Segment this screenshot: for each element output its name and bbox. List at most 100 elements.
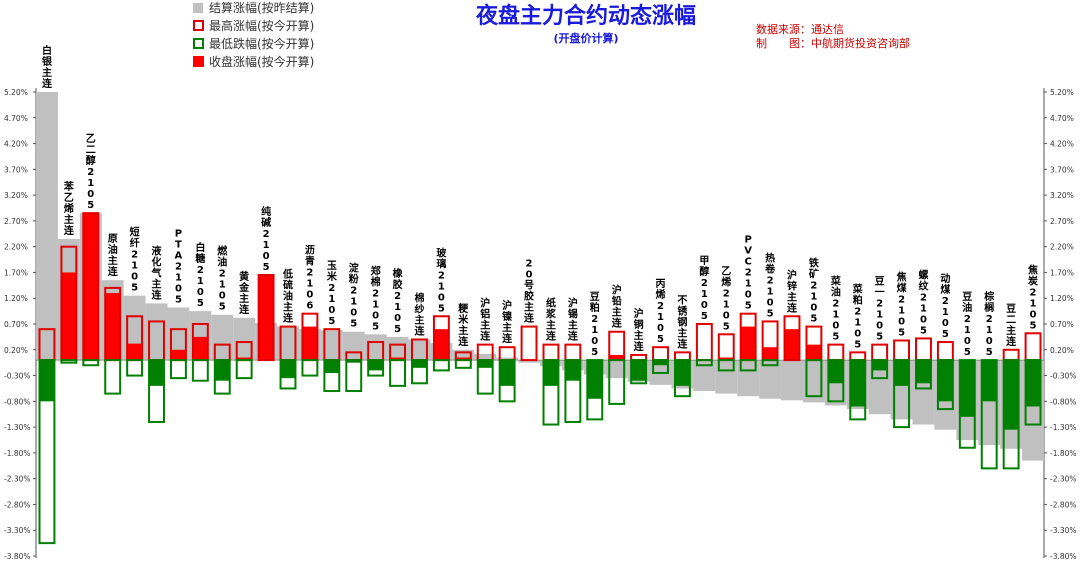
low-bar (827, 359, 845, 403)
low-bar (871, 359, 889, 380)
settle-bar (145, 303, 168, 361)
low-bar (542, 359, 560, 426)
y-tick-label-left: -1.30% (4, 423, 31, 432)
settle-bar (737, 360, 760, 397)
category-label: 燃油 2 1 0 5 (217, 245, 228, 313)
category-label: 液化气主连 (151, 244, 163, 301)
close-bar (587, 360, 603, 399)
category-label: 橡胶 2 1 0 5 (393, 267, 403, 335)
low-bar (279, 359, 297, 390)
category-label: 沪铜主连 (634, 307, 645, 353)
high-bar (1024, 332, 1042, 362)
settle-bar (781, 360, 803, 401)
settle-bar (233, 317, 256, 361)
category-label: 沪镍主连 (502, 299, 513, 345)
y-tick-label-right: 1.70% (1050, 268, 1074, 277)
settle-bar (802, 360, 825, 403)
low-bar (301, 359, 319, 377)
category-label: 粳米主连 (457, 302, 469, 348)
close-bar (1025, 360, 1041, 407)
close-bar (149, 360, 164, 386)
category-label: 沪铅主连 (612, 284, 623, 330)
legend-label-low: 最低跌幅(按今开算) (209, 36, 314, 51)
low-bar (169, 359, 187, 380)
high-bar (520, 325, 538, 362)
y-tick-label-left: 1.20% (4, 294, 28, 303)
y-tick-label-right: 5.20% (1050, 88, 1074, 97)
y-tick-label-left: 4.70% (4, 114, 28, 123)
y-tick-label-left: -1.80% (4, 449, 31, 458)
category-label: 短纤 2 1 0 5 (130, 226, 140, 294)
settle-bar (386, 336, 409, 361)
y-tick-label-left: -3.30% (4, 526, 31, 535)
legend-label-high: 最高涨幅(按今开算) (209, 18, 314, 33)
low-bar (60, 359, 78, 364)
category-label: 丙烯 2 1 0 5 (656, 278, 666, 345)
y-tick-label-left: 0.20% (4, 346, 28, 355)
close-bar (916, 360, 931, 384)
low-bar (411, 359, 428, 385)
chart-title: 夜盘主力合约动态涨幅 (475, 3, 696, 29)
category-label: 白银主连 (42, 44, 53, 90)
close-bar (784, 329, 800, 361)
y-tick-label-right: -0.80% (1050, 397, 1077, 406)
low-bar (126, 359, 144, 377)
high-bar (717, 333, 735, 362)
category-label: 沪锡主连 (568, 297, 579, 343)
low-bar (235, 359, 253, 380)
low-bar (652, 359, 669, 374)
y-tick-label-right: -2.30% (1050, 475, 1077, 484)
settle-bar (364, 334, 387, 361)
low-bar (82, 359, 100, 367)
y-tick-label-right: -0.30% (1050, 372, 1077, 381)
data-source: 数据来源：通达信 (756, 22, 844, 36)
close-bar (214, 360, 230, 381)
settle-bar (868, 360, 891, 415)
close-bar (609, 354, 625, 361)
close-bar (170, 349, 186, 361)
y-tick-label-right: 0.20% (1050, 346, 1074, 355)
low-bar (454, 359, 472, 369)
category-label: 沪锌主连 (787, 268, 798, 314)
close-bar (455, 357, 471, 361)
legend: 结算涨幅(按昨结算) 最高涨幅(按今开算) 最低跌幅(按今开算) 收盘涨幅(按今… (193, 0, 314, 69)
high-bar (1002, 348, 1020, 362)
y-tick-label-left: -2.80% (4, 500, 31, 509)
close-bar (302, 326, 318, 361)
y-tick-label-right: 3.20% (1050, 191, 1074, 200)
low-bar (673, 359, 691, 398)
category-label: 焦炭 2 1 0 5 (1027, 263, 1038, 331)
category-label: 原油主连 (108, 233, 119, 278)
close-bar (740, 326, 756, 361)
high-bar (695, 323, 713, 362)
low-bar (717, 359, 735, 372)
low-bar (367, 359, 385, 377)
category-label: 豆一 2 1 0 5 (875, 276, 885, 343)
settle-bar (36, 92, 58, 361)
y-tick-label-left: 0.70% (4, 320, 28, 329)
close-bar (631, 360, 647, 381)
legend-swatch-low (193, 38, 204, 49)
category-label: 郑棉 2 1 0 5 (371, 264, 381, 332)
y-tick-label-right: -1.80% (1050, 449, 1077, 458)
close-bar (105, 293, 121, 361)
high-bar (849, 351, 867, 362)
settle-bar (605, 360, 628, 379)
high-bar (893, 339, 911, 362)
close-bar (433, 329, 449, 361)
close-bar (39, 360, 55, 402)
low-bar (38, 359, 56, 545)
y-tick-label-right: 4.20% (1050, 140, 1074, 149)
close-bar (280, 360, 296, 379)
low-bar (148, 359, 165, 423)
category-label: 乙烯 2 1 0 5 (721, 265, 731, 332)
category-label: 玉米 2 1 0 5 (327, 260, 338, 327)
y-tick-label-left: 3.20% (4, 191, 28, 200)
close-bar (236, 357, 252, 361)
high-bar (652, 346, 669, 362)
low-bar (498, 359, 516, 403)
low-bar (1002, 359, 1020, 470)
high-bar (542, 343, 560, 362)
